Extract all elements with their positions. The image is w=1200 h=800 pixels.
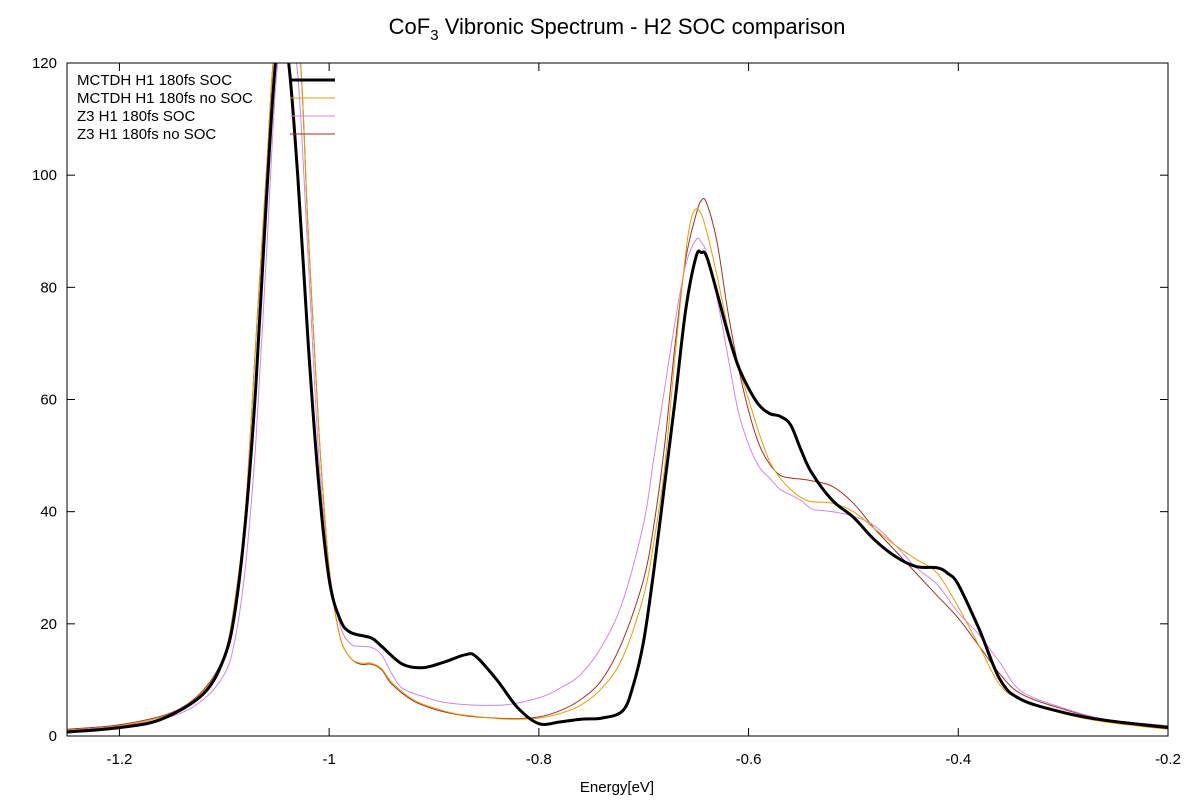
series-line-1 [67, 63, 1168, 734]
chart-title: CoF3 Vibronic Spectrum - H2 SOC comparis… [389, 14, 846, 44]
x-tick-label: -0.6 [736, 751, 762, 768]
legend-label: MCTDH H1 180fs SOC [77, 72, 232, 89]
series-line-2 [67, 63, 1168, 731]
legend-label: Z3 H1 180fs SOC [77, 108, 196, 125]
x-tick-label: -0.8 [526, 751, 552, 768]
x-tick-label: -0.4 [945, 751, 971, 768]
y-tick-label: 80 [40, 279, 57, 296]
y-tick-label: 0 [49, 728, 57, 745]
series-layer [67, 63, 1168, 734]
y-tick-label: 40 [40, 504, 57, 521]
x-tick-label: -1 [322, 751, 335, 768]
x-tick-label: -1.2 [106, 751, 132, 768]
ticks-layer: -1.2 -1 -0.8 -0.6 -0.4 -0.2 0 20 40 60 80 100 120 [32, 55, 1181, 768]
y-tick-label: 60 [40, 392, 57, 409]
y-tick-label: 100 [32, 167, 57, 184]
y-tick-label: 120 [32, 55, 57, 72]
y-tick-label: 20 [40, 616, 57, 633]
legend-label: Z3 H1 180fs no SOC [77, 126, 216, 143]
chart-title-subscript: 3 [430, 27, 438, 44]
x-tick-label: -0.2 [1155, 751, 1181, 768]
legend-label: MCTDH H1 180fs no SOC [77, 90, 253, 107]
x-axis-label: Energy[eV] [580, 779, 654, 796]
series-line-4 [67, 63, 1168, 730]
